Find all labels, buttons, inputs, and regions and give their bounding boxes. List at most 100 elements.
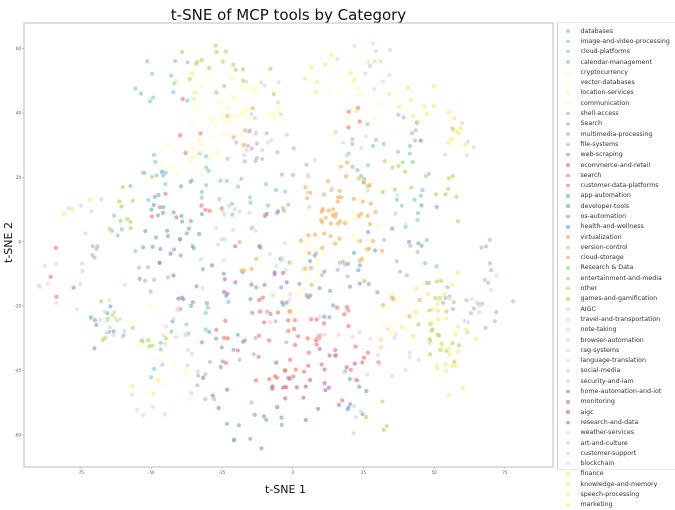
plot-frame [23,22,554,468]
legend-item: app-automation [558,191,675,201]
legend-item: browser-automation [558,335,675,345]
legend-label: Search [580,120,603,128]
legend-item: entertainment-and-media [558,273,675,283]
legend-item: other [558,283,675,293]
x-tick-label: -75 [77,470,84,475]
legend-marker-icon [566,122,570,126]
y-tick-label: 60 [16,46,22,51]
legend-marker-icon [566,358,570,363]
legend-label: finance [580,470,604,478]
legend-marker-icon [566,70,570,75]
legend-item: cloud-storage [558,253,675,263]
legend-label: note-taking [580,326,617,334]
legend-marker-icon [566,29,570,33]
legend-label: app-automation [580,192,631,200]
y-tick-label: 0 [18,239,21,244]
legend-item: web-scraping [558,150,675,160]
legend-marker-icon [566,204,570,208]
legend-item: marketing [558,500,675,510]
legend-item: aigc [558,407,675,417]
legend-marker-icon [566,472,570,476]
legend-item: customer-data-platforms [558,180,675,190]
legend-label: os-automation [580,212,627,220]
y-axis-label: t-SNE 2 [1,222,15,263]
legend: databases image-and-video-processing cloud… [557,22,675,508]
legend-item: Research & Data [558,263,675,273]
legend-label: communication [580,99,630,107]
legend-marker-icon [566,492,570,497]
legend-label: rag-systems [580,346,620,354]
legend-marker-icon [566,338,570,342]
x-tick-label: 75 [502,470,508,475]
legend-item: knowledge-and-memory [558,479,675,489]
legend-item: Search [558,119,675,129]
legend-label: home-automation-and-iot [580,388,662,396]
legend-item: location-services [558,88,675,98]
legend-label: virtualization [580,233,622,241]
legend-item: weather-services [558,428,675,438]
legend-label: file-systems [580,140,619,148]
legend-item: os-automation [558,211,675,221]
legend-item: language-translation [558,356,675,366]
legend-label: multimedia-processing [580,130,653,138]
legend-marker-icon [566,369,570,373]
legend-item: developer-tools [558,201,675,211]
legend-label: marketing [580,501,613,509]
legend-label: security-and-iam [580,377,634,385]
legend-item: databases [558,26,675,36]
legend-item: games-and-gamification [558,294,675,304]
legend-label: ecommerce-and-retail [580,161,651,169]
legend-label: health-and-wellness [580,223,644,231]
legend-label: monitoring [580,398,615,406]
legend-marker-icon [566,276,570,281]
legend-item: art-and-culture [558,438,675,448]
legend-label: developer-tools [580,202,630,210]
legend-label: blockchain [580,460,615,468]
legend-marker-icon [566,173,570,178]
legend-item: communication [558,98,675,108]
legend-label: web-scraping [580,151,623,159]
legend-marker-icon [566,111,570,116]
legend-marker-icon [566,266,570,270]
legend-label: image-and-video-processing [580,37,670,45]
x-tick-label: -50 [148,470,155,475]
legend-item: calendar-management [558,57,675,67]
legend-label: aigc [580,408,594,416]
legend-marker-icon [566,101,570,105]
chart-title: t-SNE of MCP tools by Category [170,6,407,24]
legend-item: file-systems [558,139,675,149]
x-tick-label: -25 [219,470,226,475]
legend-marker-icon [566,461,570,466]
legend-label: cloud-storage [580,254,624,262]
legend-marker-icon [566,420,570,425]
legend-item: social-media [558,366,675,376]
x-tick-label: 0 [291,470,294,475]
legend-item: customer-support [558,448,675,458]
legend-marker-icon [566,183,570,188]
legend-item: health-and-wellness [558,222,675,232]
legend-item: cloud-platforms [558,47,675,57]
scatter-plot-area: -75 -50 -25 0 25 50 75 60 40 20 0 -20 -40 -60 [14,22,554,475]
x-tick-label: 50 [432,470,438,475]
legend-label: databases [580,27,613,35]
legend-marker-icon [566,286,570,291]
legend-marker-icon [566,317,570,322]
y-tick-label: -40 [14,368,21,373]
legend-label: knowledge-and-memory [580,480,658,488]
legend-item: travel-and-transportation [558,314,675,324]
legend-marker-icon [566,379,570,383]
legend-item: research-and-data [558,417,675,427]
legend-label: language-translation [580,357,646,365]
legend-marker-icon [566,503,570,507]
legend-marker-icon [566,307,570,311]
legend-label: cloud-platforms [580,48,630,56]
legend-label: AIGC [580,305,596,313]
legend-item: virtualization [558,232,675,242]
y-tick-label: -20 [14,304,21,309]
y-tick-label: 20 [16,175,22,180]
legend-label: entertainment-and-media [580,274,662,282]
legend-marker-icon [566,430,570,435]
legend-marker-icon [566,451,570,456]
legend-label: research-and-data [580,418,639,426]
legend-marker-icon [566,39,570,44]
